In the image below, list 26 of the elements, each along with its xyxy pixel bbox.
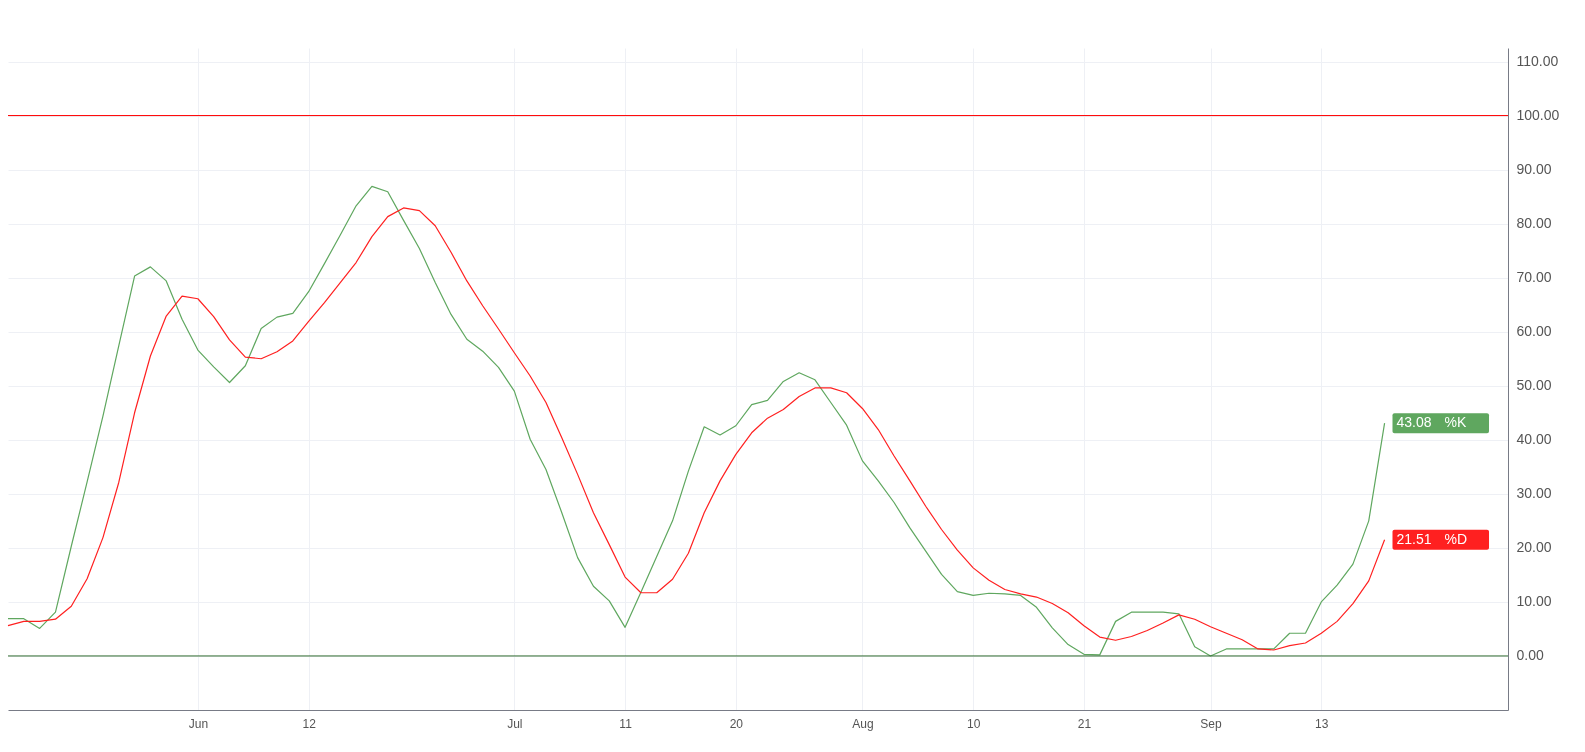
y-tick-label: 20.00: [1516, 539, 1552, 556]
data-label: 21.51: [1396, 530, 1432, 547]
x-tick-label: 20: [729, 716, 744, 731]
x-tick-label: 12: [302, 716, 317, 731]
y-tick-label: 10.00: [1516, 593, 1552, 610]
y-tick-label: 70.00: [1516, 269, 1552, 286]
x-tick-label: 11: [619, 716, 633, 731]
y-tick-label: 80.00: [1516, 215, 1552, 232]
x-tick-label: 10: [967, 716, 981, 731]
data-label: 43.08: [1396, 414, 1432, 431]
x-tick-label: Jun: [188, 716, 209, 731]
y-tick-label: 100.00: [1516, 107, 1560, 124]
text: %K: [1444, 414, 1467, 431]
x-tick-label: 13: [1315, 716, 1329, 731]
x-tick-label: Aug: [852, 716, 874, 731]
y-tick-label: 90.00: [1516, 161, 1552, 178]
y-tick-label: 50.00: [1516, 377, 1552, 394]
y-tick-label: 30.00: [1516, 485, 1552, 502]
y-tick-label: 40.00: [1516, 431, 1552, 448]
y-tick-label: 0.00: [1516, 647, 1544, 664]
x-tick-label: Jul: [507, 716, 523, 731]
x-tick-label: Sep: [1200, 716, 1223, 731]
text: %D: [1444, 530, 1468, 547]
y-tick-label: 60.00: [1516, 323, 1552, 340]
y-tick-label: 110.00: [1516, 53, 1559, 70]
x-tick-label: 21: [1077, 716, 1092, 731]
